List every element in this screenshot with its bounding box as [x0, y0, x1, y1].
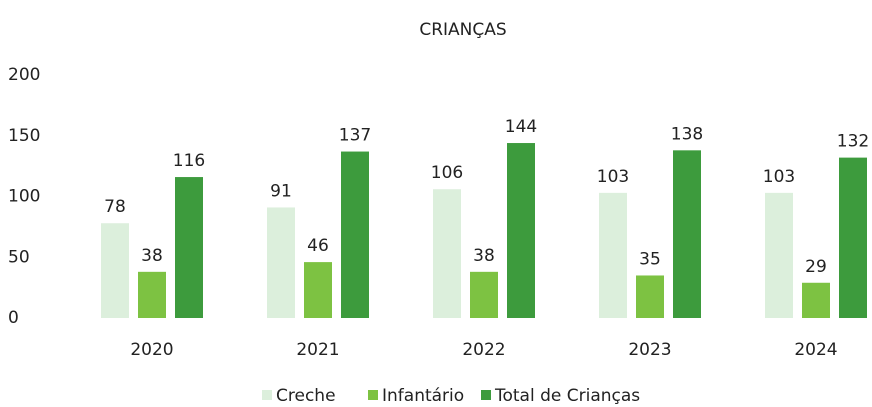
- chart-title: CRIANÇAS: [419, 20, 506, 40]
- data-label: 91: [270, 181, 292, 201]
- bar: [470, 271, 498, 318]
- x-tick-label: 2021: [296, 340, 339, 360]
- bar: [839, 157, 867, 318]
- data-label: 138: [671, 124, 703, 144]
- x-tick-label: 2023: [628, 340, 671, 360]
- data-label: 137: [339, 126, 371, 146]
- data-label: 103: [763, 167, 795, 187]
- legend-swatch: [481, 390, 491, 400]
- y-tick-label: 0: [8, 308, 19, 328]
- bar: [507, 143, 535, 318]
- y-tick-label: 200: [8, 65, 40, 85]
- bar: [267, 207, 295, 318]
- bar: [101, 223, 129, 318]
- x-tick-label: 2022: [462, 340, 505, 360]
- bar: [341, 151, 369, 318]
- bar: [673, 150, 701, 318]
- data-label: 78: [104, 197, 126, 217]
- data-label: 38: [141, 246, 163, 266]
- legend-label: Infantário: [382, 386, 464, 406]
- x-tick-label: 2020: [130, 340, 173, 360]
- data-label: 144: [505, 117, 537, 137]
- y-tick-label: 150: [8, 126, 40, 146]
- bar: [138, 271, 166, 318]
- y-tick-label: 100: [8, 187, 40, 207]
- y-tick-label: 50: [8, 247, 30, 267]
- data-label: 35: [639, 249, 661, 269]
- bar: [304, 262, 332, 318]
- bar: [765, 192, 793, 318]
- legend-label: Creche: [276, 386, 336, 406]
- data-label: 132: [837, 132, 869, 152]
- bar: [433, 189, 461, 318]
- data-label: 29: [805, 257, 827, 277]
- legend-swatch: [368, 390, 378, 400]
- bar: [175, 177, 203, 318]
- x-tick-label: 2024: [794, 340, 837, 360]
- legend-label: Total de Crianças: [494, 386, 640, 406]
- data-label: 106: [431, 163, 463, 183]
- bar: [802, 282, 830, 318]
- data-label: 103: [597, 167, 629, 187]
- bar: [636, 275, 664, 318]
- data-label: 38: [473, 246, 495, 266]
- legend-swatch: [262, 390, 272, 400]
- bar: [599, 192, 627, 318]
- data-label: 46: [307, 236, 329, 256]
- data-label: 116: [173, 151, 205, 171]
